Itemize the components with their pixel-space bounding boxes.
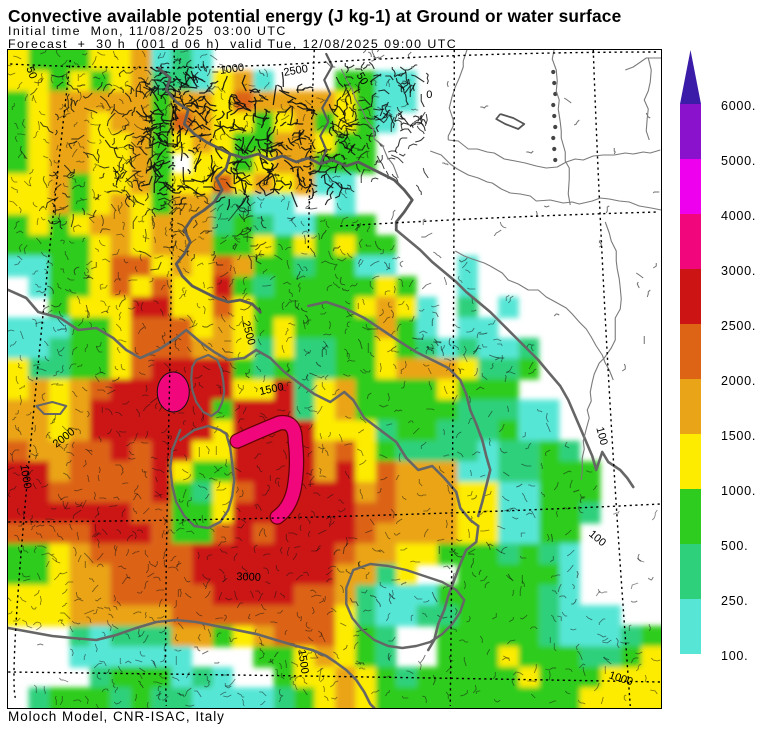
svg-text:1000: 1000 — [218, 62, 244, 77]
svg-text:1500: 1500 — [258, 381, 284, 398]
svg-text:100: 100 — [586, 528, 608, 549]
svg-text:50: 50 — [353, 71, 370, 88]
svg-text:50: 50 — [23, 65, 38, 81]
svg-text:1500: 1500 — [295, 649, 310, 675]
svg-text:3000: 3000 — [236, 571, 261, 584]
svg-text:0: 0 — [426, 89, 432, 101]
svg-text:100: 100 — [593, 426, 609, 447]
svg-text:1000: 1000 — [17, 463, 33, 489]
svg-text:2500: 2500 — [282, 63, 308, 79]
